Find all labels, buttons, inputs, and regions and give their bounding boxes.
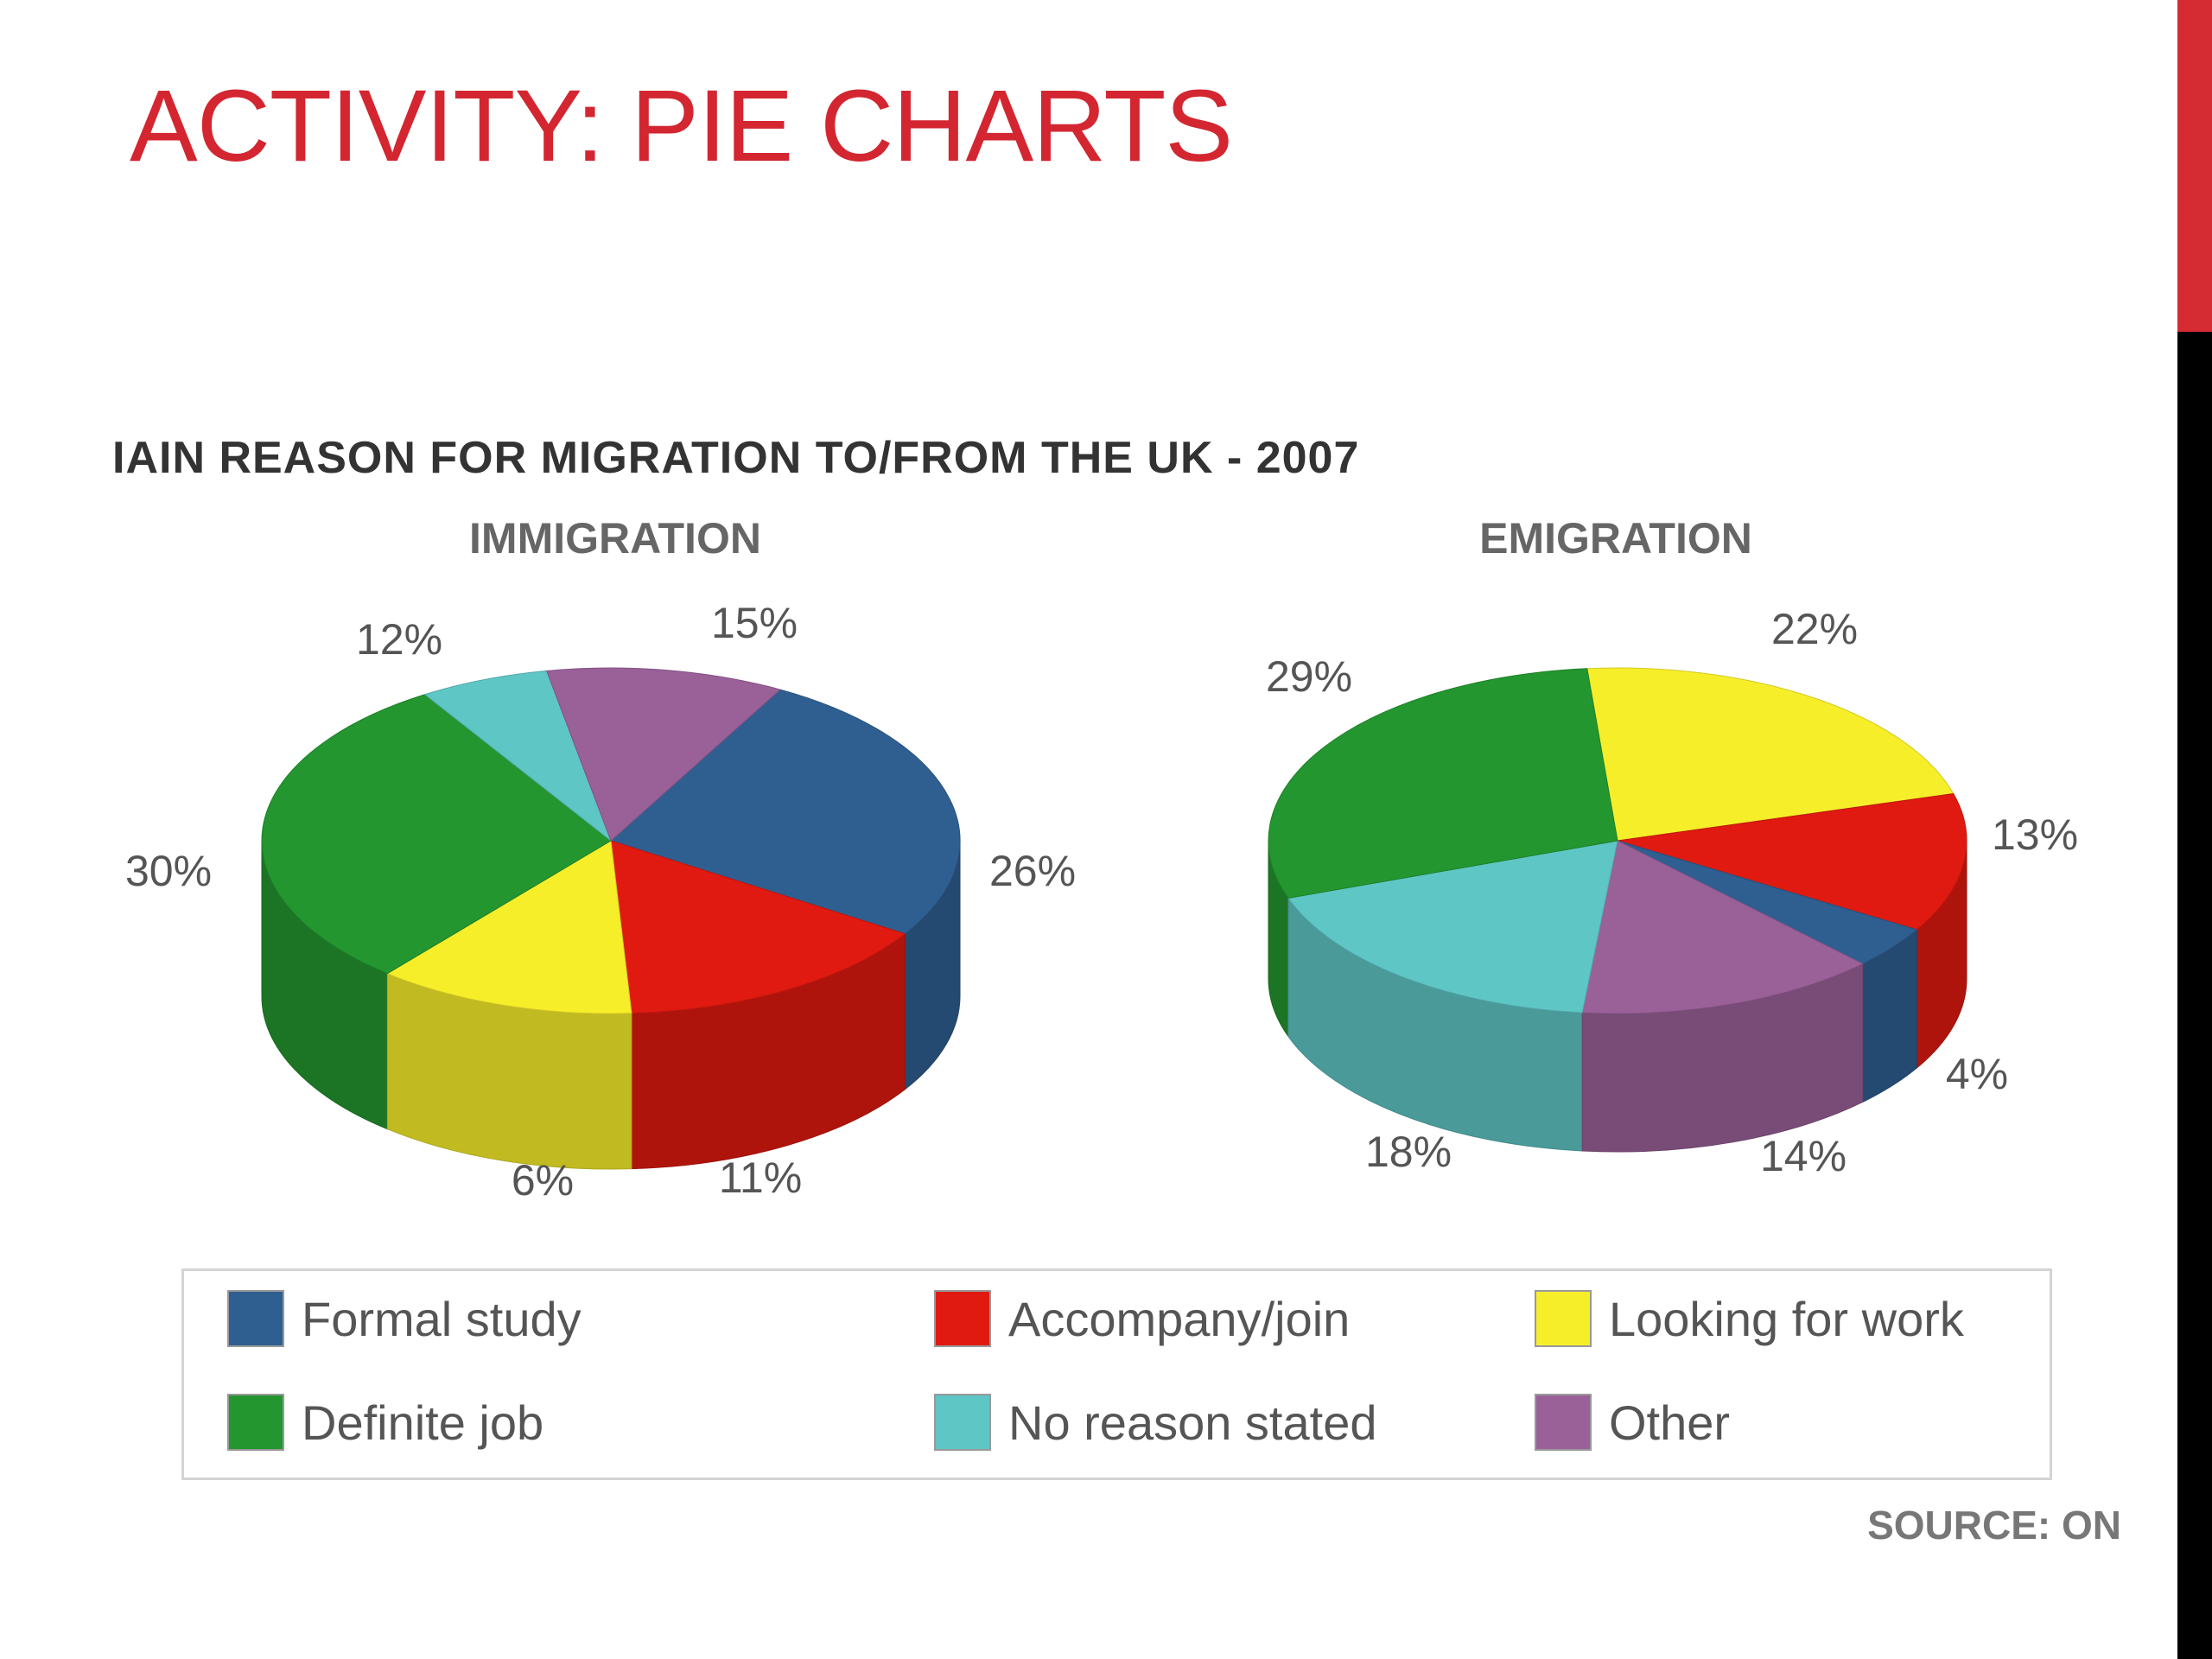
- emigration-slice-accompany-join: [1617, 793, 1967, 931]
- legend-label-no-reason-stated: No reason stated: [1008, 1395, 1377, 1450]
- immigration-slice-accompany-join: [610, 840, 906, 1014]
- pie-charts: 26% 15% 12% 30% 6% 11% 22% 13% 4% 14% 18% 29%: [125, 599, 2078, 1205]
- legend-label-definite-job: Definite job: [302, 1395, 544, 1450]
- emigration-label-formal-study: 4%: [1946, 1050, 2008, 1098]
- emigration-slice-looking-for-work: [1586, 667, 1955, 842]
- legend-item-formal-study: Formal study: [227, 1290, 582, 1347]
- legend-swatch-looking-for-work: [1535, 1290, 1592, 1347]
- emigration-label-looking-for-work: 22%: [1771, 605, 1858, 653]
- slide-title: ACTIVITY: PIE CHARTS: [130, 69, 1233, 183]
- emigration-slice-definite-job: [1268, 668, 1618, 899]
- emigration-slice-no-reason-stated: [1287, 840, 1618, 1014]
- legend: Formal study Accompany/join Looking for …: [181, 1268, 2052, 1480]
- legend-swatch-no-reason-stated: [934, 1394, 991, 1451]
- immigration-label-looking-for-work: 12%: [356, 615, 442, 664]
- legend-label-other: Other: [1609, 1395, 1731, 1450]
- chart-title: IAIN REASON FOR MIGRATION TO/FROM THE UK…: [112, 433, 1360, 483]
- immigration-label-definite-job: 30%: [125, 847, 212, 895]
- emigration-label-definite-job: 29%: [1266, 652, 1352, 701]
- legend-item-other: Other: [1535, 1394, 1730, 1451]
- legend-item-definite-job: Definite job: [227, 1394, 543, 1451]
- legend-swatch-definite-job: [227, 1394, 284, 1451]
- legend-label-accompany-join: Accompany/join: [1008, 1291, 1351, 1346]
- immigration-label-other: 11%: [719, 1154, 802, 1202]
- emigration-slice-other: [1581, 840, 1864, 1014]
- legend-item-no-reason-stated: No reason stated: [934, 1394, 1376, 1451]
- accent-bar-red: [2177, 0, 2212, 332]
- immigration-label-accompany-join: 15%: [711, 599, 798, 647]
- immigration-slice-no-reason-stated: [423, 670, 613, 842]
- immigration-slice-looking-for-work: [386, 840, 632, 1014]
- legend-item-looking-for-work: Looking for work: [1535, 1290, 1964, 1347]
- immigration-label-no-reason-stated: 6%: [512, 1156, 574, 1205]
- legend-swatch-other: [1535, 1394, 1592, 1451]
- legend-swatch-accompany-join: [934, 1290, 991, 1347]
- emigration-label-other: 14%: [1760, 1132, 1847, 1180]
- immigration-slice-formal-study: [610, 689, 961, 935]
- source-note: SOURCE: ON: [1867, 1503, 2121, 1548]
- immigration-label-formal-study: 26%: [989, 847, 1076, 895]
- emigration-label-accompany-join: 13%: [1992, 810, 2078, 859]
- legend-label-formal-study: Formal study: [302, 1291, 582, 1346]
- emigration-pie-title: EMIGRATION: [1479, 514, 1752, 563]
- legend-item-accompany-join: Accompany/join: [934, 1290, 1350, 1347]
- accent-bar-black: [2177, 332, 2212, 1659]
- legend-swatch-formal-study: [227, 1290, 284, 1347]
- legend-label-looking-for-work: Looking for work: [1609, 1291, 1964, 1346]
- immigration-slice-other: [545, 667, 781, 842]
- emigration-label-no-reason-stated: 18%: [1365, 1128, 1452, 1176]
- immigration-pie-title: IMMIGRATION: [469, 514, 761, 563]
- immigration-slice-definite-job: [261, 694, 612, 975]
